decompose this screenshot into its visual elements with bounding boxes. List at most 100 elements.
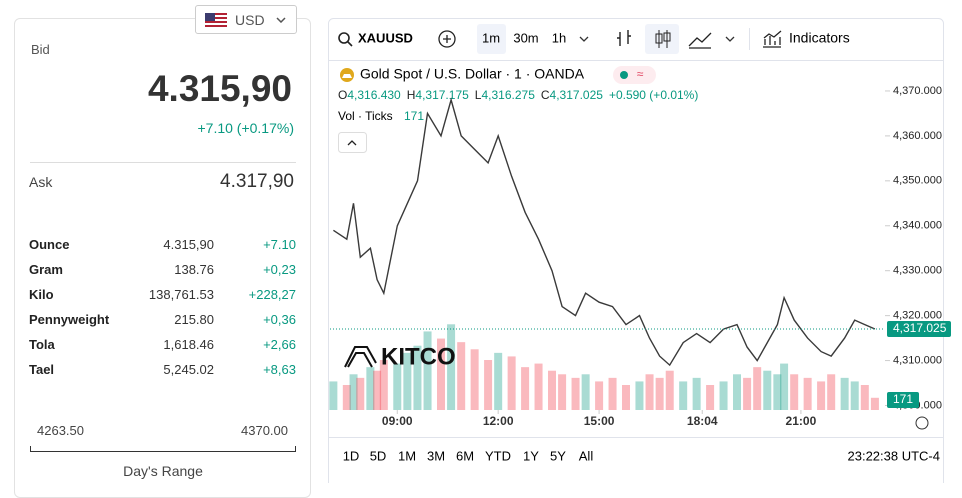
volume-bar <box>790 374 799 410</box>
last-price-label: 4,317.025 <box>893 321 947 335</box>
unit-row: Kilo 138,761.53 +228,27 <box>29 287 296 307</box>
bid: 4.315,90 <box>147 68 292 109</box>
unit-change: +0,23 <box>263 262 296 277</box>
unit-name: Kilo <box>29 287 54 302</box>
area-style-icon[interactable] <box>688 32 712 49</box>
volume-bar <box>581 374 590 410</box>
volume-bar <box>366 367 375 410</box>
volume-bar <box>470 349 479 410</box>
unit-name: Tola <box>29 337 55 352</box>
range-button[interactable]: 5Y <box>550 448 566 463</box>
bar-style-icon[interactable] <box>617 30 631 46</box>
volume-bar <box>393 363 402 410</box>
range-button[interactable]: YTD <box>485 448 511 463</box>
search-icon[interactable] <box>338 32 350 44</box>
volume-bar <box>773 374 782 410</box>
volume-bar <box>679 381 688 410</box>
unit-name: Gram <box>29 262 63 277</box>
chevron[interactable] <box>725 36 735 42</box>
range-button[interactable]: 3M <box>427 448 445 463</box>
volume-bar <box>342 385 351 410</box>
range-button[interactable]: 1D <box>343 448 360 463</box>
range-button[interactable]: 5D <box>370 448 387 463</box>
last-volume-label: 171 <box>893 392 913 406</box>
volume-bar <box>447 324 456 410</box>
ohlc-change: +0.590 (+0.01%) <box>609 88 698 102</box>
volume-bar <box>521 367 530 410</box>
ohlc-key: H <box>407 88 416 102</box>
range-high: 4370.00 <box>241 423 288 438</box>
collapse-legend[interactable] <box>338 132 367 153</box>
volume-bar <box>571 377 580 410</box>
last-volume-box <box>887 392 919 408</box>
chevron[interactable] <box>579 36 589 42</box>
unit-row: Tola 1,618.46 +2,66 <box>29 337 296 357</box>
indicators[interactable]: Indicators <box>789 30 850 46</box>
y-tick-label: 4,320.000 <box>893 310 942 322</box>
add-symbol[interactable] <box>438 30 456 48</box>
chart-widget: XAUUSD Indicators Gold Spot / U.S. Dolla… <box>328 18 951 483</box>
interval[interactable]: 1h <box>552 30 566 45</box>
y-tick-label: 4,330.000 <box>893 265 942 277</box>
x-tick-label: 09:00 <box>382 414 413 428</box>
range-low: 4263.50 <box>37 423 84 438</box>
last-price-box <box>887 321 951 338</box>
price-line <box>333 97 876 367</box>
volume-bar <box>840 377 849 410</box>
add-symbol <box>443 35 451 43</box>
volume-bar <box>373 370 382 410</box>
range-button[interactable]: 1Y <box>523 448 539 463</box>
volume-bar <box>692 377 701 410</box>
volume-bar <box>743 377 752 410</box>
volume-bar <box>655 377 664 410</box>
bid-change: +7.10 (+0.17%) <box>197 120 294 136</box>
volume-bar <box>753 367 762 410</box>
range-button[interactable]: 1M <box>398 448 416 463</box>
interval[interactable]: 1m <box>482 30 500 45</box>
y-tick-label: 4,360.000 <box>893 130 942 142</box>
settings[interactable] <box>915 416 929 430</box>
volume-bar <box>403 352 412 410</box>
unit-row: Gram 138.76 +0,23 <box>29 262 296 282</box>
volume-bar <box>850 381 859 410</box>
unit-price: 5,245.02 <box>163 362 214 377</box>
range-label: Day's Range <box>123 463 203 479</box>
volume-legend: Vol · Ticks <box>338 109 393 123</box>
volume-bar <box>803 377 812 410</box>
unit-price: 1,618.46 <box>163 337 214 352</box>
unit-price: 4.315,90 <box>163 237 214 252</box>
currency-select[interactable]: USD <box>195 5 297 34</box>
kitco-logo-mark <box>344 346 377 368</box>
volume-bar <box>507 356 516 410</box>
volume-bar <box>645 374 654 410</box>
volume-bar <box>827 374 836 410</box>
unit-price: 215.80 <box>174 312 214 327</box>
volume-bar <box>457 342 466 410</box>
ask: 4.317,90 <box>220 171 294 192</box>
symbol[interactable]: XAUUSD <box>358 30 413 45</box>
unit-row: Pennyweight 215.80 +0,36 <box>29 312 296 332</box>
unit-change: +0,36 <box>263 312 296 327</box>
ask-label: Ask <box>29 174 53 190</box>
range-button[interactable]: All <box>579 448 594 463</box>
range-button[interactable]: 6M <box>456 448 474 463</box>
x-tick-label: 15:00 <box>584 414 615 428</box>
volume-bar <box>595 381 604 410</box>
indicators-icon[interactable] <box>763 30 782 48</box>
unit-price: 138,761.53 <box>148 287 214 302</box>
chevron <box>276 17 286 23</box>
volume-bar <box>622 385 630 410</box>
interval-active <box>477 24 506 54</box>
y-tick-label: 4,310.000 <box>893 354 942 366</box>
volume-bar <box>608 377 617 410</box>
volume-bar <box>763 370 772 410</box>
volume-bar <box>356 377 365 410</box>
svg-text:≈: ≈ <box>637 67 644 81</box>
clock: 23:22:38 UTC-4 <box>848 448 941 463</box>
series-name: Gold Spot / U.S. Dollar · 1 · OANDA <box>360 66 585 82</box>
volume-bar <box>706 385 715 410</box>
interval[interactable]: 30m <box>513 30 538 45</box>
widget-frame <box>328 18 944 483</box>
y-tick-label: 4,350.000 <box>893 175 942 187</box>
ohlc-value: 4,316.430 <box>347 88 401 102</box>
